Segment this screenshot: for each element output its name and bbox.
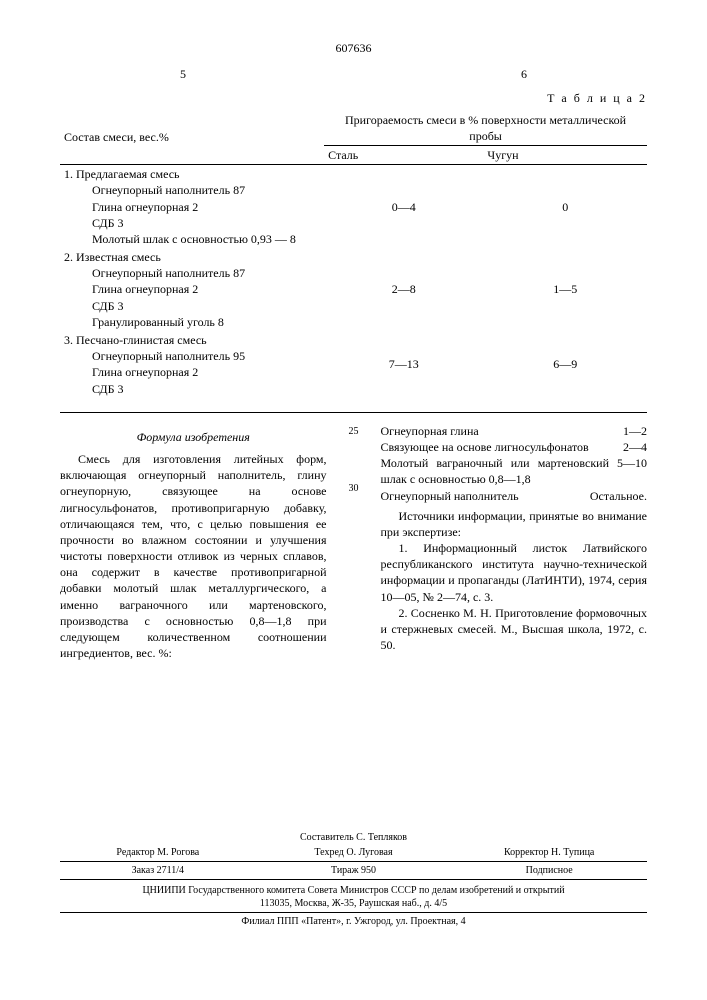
tirazh: Тираж 950	[256, 864, 452, 877]
table2-label: Т а б л и ц а 2	[60, 90, 647, 106]
formula-heading: Формула изобретения	[60, 429, 327, 445]
t2-row-label: 2. Известная смесьОгнеупорный наполнител…	[60, 248, 324, 331]
t2-sub-iron: Чугун	[483, 145, 647, 164]
sources-heading: Источники информации, принятые во вниман…	[381, 508, 648, 540]
document-number: 607636	[60, 40, 647, 56]
corrector: Корректор Н. Тупица	[451, 846, 647, 859]
table-2: Состав смеси, вес.% Пригораемость смеси …	[60, 111, 647, 398]
ingredient-row: Огнеупорная глина1—2	[381, 423, 648, 439]
t2-val-iron: 0	[483, 165, 647, 248]
publisher-addr: 113035, Москва, Ж-35, Раушская наб., д. …	[60, 897, 647, 910]
two-column-body: Формула изобретения Смесь для изготовлен…	[60, 423, 647, 662]
compiler-line: Составитель С. Тепляков	[60, 831, 647, 844]
table2-bottom-rule	[60, 412, 647, 413]
t2-header-burn: Пригораемость смеси в % поверхности мета…	[324, 111, 647, 146]
col-num-right: 6	[521, 66, 527, 82]
t2-sub-steel: Сталь	[324, 145, 483, 164]
imprint-footer: Составитель С. Тепляков Редактор М. Рого…	[60, 831, 647, 928]
source-entry: 1. Информационный листок Латвийского рес…	[381, 540, 648, 605]
t2-row-label: 1. Предлагаемая смесьОгнеупорный наполни…	[60, 165, 324, 248]
sources-list: 1. Информационный листок Латвийского рес…	[381, 540, 648, 653]
ingredient-row: Огнеупорный наполнительОстальное.	[381, 488, 648, 504]
ingredient-row: Молотый ваграночный или мартеновский шла…	[381, 455, 648, 487]
t2-val-steel: 7—13	[324, 331, 483, 398]
t2-header-composition: Состав смеси, вес.%	[60, 111, 324, 165]
col-num-left: 5	[180, 66, 186, 82]
column-numbers: 5 6	[60, 66, 647, 82]
claim-body: Смесь для изготовления литейных форм, вк…	[60, 451, 327, 661]
editor: Редактор М. Рогова	[60, 846, 256, 859]
filial: Филиал ППП «Патент», г. Ужгород, ул. Про…	[60, 912, 647, 928]
line-mark-25: 25	[345, 425, 363, 439]
source-entry: 2. Сосненко М. Н. Приготовление формовоч…	[381, 605, 648, 654]
t2-row-label: 3. Песчано-глинистая смесьОгнеупорный на…	[60, 331, 324, 398]
line-number-gutter: 25 30	[345, 423, 363, 662]
techred: Техред О. Луговая	[256, 846, 452, 859]
order-number: Заказ 2711/4	[60, 864, 256, 877]
t2-val-iron: 6—9	[483, 331, 647, 398]
t2-val-iron: 1—5	[483, 248, 647, 331]
t2-val-steel: 2—8	[324, 248, 483, 331]
left-column: Формула изобретения Смесь для изготовлен…	[60, 423, 327, 662]
publisher-org: ЦНИИПИ Государственного комитета Совета …	[60, 884, 647, 897]
ingredient-list: Огнеупорная глина1—2Связующее на основе …	[381, 423, 648, 504]
subscription: Подписное	[451, 864, 647, 877]
right-column: Огнеупорная глина1—2Связующее на основе …	[381, 423, 648, 662]
ingredient-row: Связующее на основе лигносульфонатов2—4	[381, 439, 648, 455]
line-mark-30: 30	[345, 482, 363, 496]
t2-val-steel: 0—4	[324, 165, 483, 248]
